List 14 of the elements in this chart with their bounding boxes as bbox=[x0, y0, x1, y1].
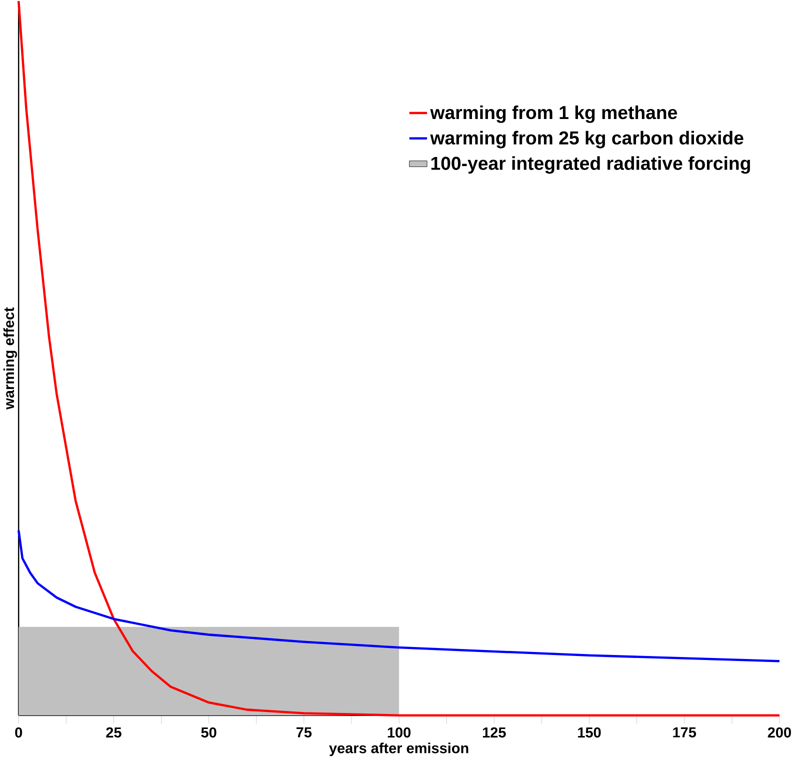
x-axis-title: years after emission bbox=[329, 742, 468, 756]
x-tick-label: 125 bbox=[482, 728, 506, 738]
x-tick-label: 25 bbox=[106, 728, 122, 738]
x-tick-label: 0 bbox=[15, 728, 22, 738]
x-tick-label: 75 bbox=[296, 728, 312, 738]
x-tick-label: 200 bbox=[768, 728, 791, 738]
y-axis-title: warming effect bbox=[3, 308, 18, 410]
x-tick-label: 100 bbox=[388, 728, 411, 738]
legend-label: 100-year integrated radiative forcing bbox=[431, 156, 750, 174]
legend-label: warming from 25 kg carbon dioxide bbox=[430, 131, 744, 149]
legend-label: warming from 1 kg methane bbox=[430, 106, 678, 124]
x-tick-label: 50 bbox=[201, 728, 216, 738]
x-tick-label: 175 bbox=[673, 728, 696, 738]
x-tick-label: 150 bbox=[578, 728, 601, 738]
